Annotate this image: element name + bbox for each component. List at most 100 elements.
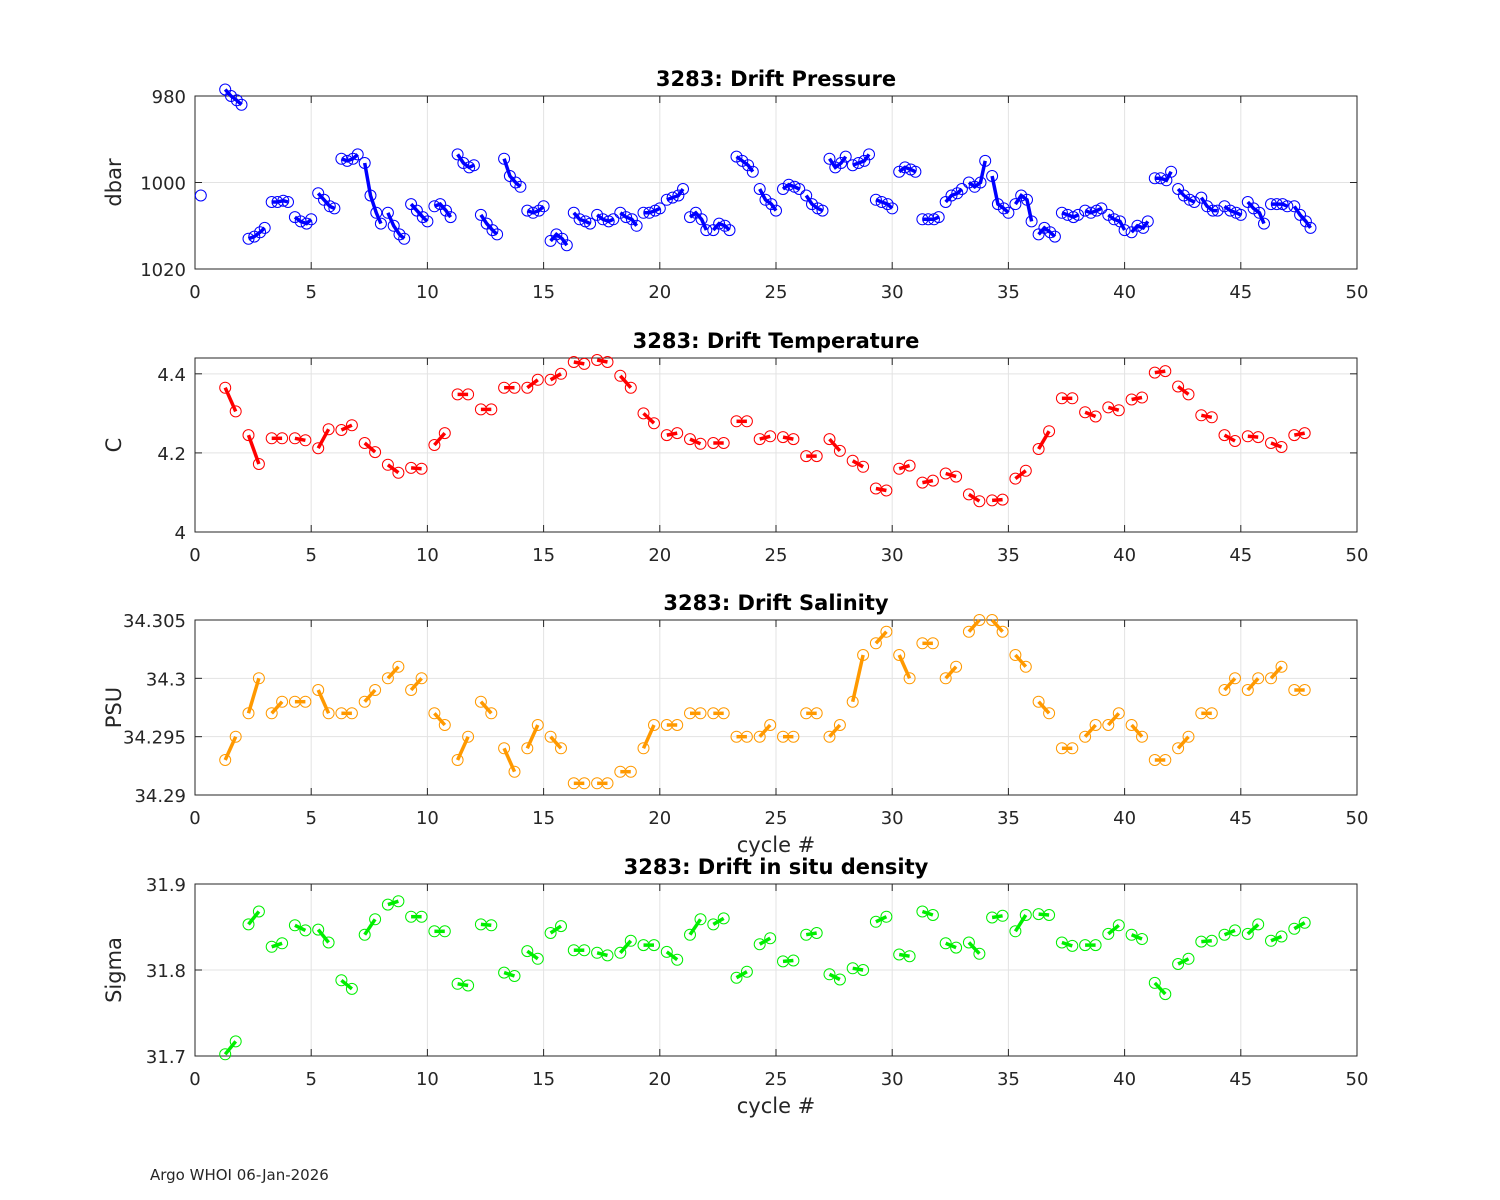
data-point xyxy=(899,161,911,174)
data-point xyxy=(440,204,452,217)
x-tick-label: 20 xyxy=(648,808,671,829)
series-line xyxy=(1083,723,1097,738)
data-point xyxy=(1234,208,1247,221)
data-point xyxy=(869,637,882,650)
data-point xyxy=(671,719,684,731)
data-point xyxy=(242,429,255,442)
x-tick-label: 20 xyxy=(648,282,671,303)
data-point xyxy=(881,198,894,211)
data-point xyxy=(753,183,766,195)
x-tick-label: 45 xyxy=(1229,808,1252,829)
data-point xyxy=(1148,172,1161,185)
data-point xyxy=(421,215,434,228)
data-point xyxy=(1055,392,1068,405)
panel-2: 0 5 10 15 20 25 30 35 40 45 50 4 4.2 4.4 3283: Drift T… xyxy=(102,329,1368,566)
data-point xyxy=(347,152,359,165)
y-tick-label: 34.3 xyxy=(146,669,186,690)
data-point xyxy=(1136,730,1148,743)
data-point xyxy=(578,944,591,957)
data-point xyxy=(601,949,614,962)
data-point xyxy=(521,945,534,958)
data-point xyxy=(254,226,267,239)
data-point xyxy=(1108,213,1121,226)
panel-3: 0 5 10 15 20 25 30 35 40 45 50 34.29 34.295 34.3 34.30… xyxy=(102,591,1368,857)
data-point xyxy=(997,202,1010,215)
x-tick-label: 20 xyxy=(648,545,671,566)
data-point xyxy=(276,695,289,708)
series-line xyxy=(549,232,569,247)
data-point xyxy=(1205,934,1218,947)
data-point xyxy=(537,200,550,213)
series-line xyxy=(1061,211,1079,220)
data-point xyxy=(265,940,278,953)
data-point xyxy=(345,707,358,720)
data-point xyxy=(381,206,394,219)
data-point xyxy=(282,196,294,208)
series-line xyxy=(363,918,377,936)
data-point xyxy=(392,466,405,479)
data-point xyxy=(229,1035,242,1048)
data-point xyxy=(1136,391,1148,404)
data-point xyxy=(462,388,475,401)
data-point xyxy=(903,459,916,472)
data-point xyxy=(498,381,511,394)
data-point xyxy=(1182,730,1195,743)
data-point xyxy=(1241,684,1254,696)
data-point xyxy=(1211,204,1224,217)
data-point xyxy=(531,719,544,731)
data-point xyxy=(299,924,312,937)
series-line xyxy=(1014,653,1028,668)
series-line xyxy=(1130,723,1144,738)
data-point xyxy=(555,742,567,755)
x-tick-label: 35 xyxy=(997,1069,1020,1090)
data-point xyxy=(1159,988,1172,1001)
data-point xyxy=(351,148,364,161)
data-point xyxy=(637,407,650,420)
series-line xyxy=(967,492,981,503)
y-tick-label: 31.8 xyxy=(146,961,186,982)
data-point xyxy=(398,232,411,245)
data-point xyxy=(916,213,929,226)
data-point xyxy=(1275,441,1288,453)
series-line xyxy=(1013,914,1028,933)
data-point xyxy=(1172,380,1185,393)
data-point xyxy=(555,367,567,380)
data-point xyxy=(753,938,766,951)
series-line xyxy=(828,437,842,453)
data-point xyxy=(1061,208,1074,221)
data-point xyxy=(974,176,987,189)
data-point xyxy=(979,154,992,167)
data-point xyxy=(684,433,696,446)
data-point xyxy=(1172,742,1185,755)
panel-4: 0 5 10 15 20 25 30 35 40 45 50 31.7 31.8 31.9 3283: Dr… xyxy=(102,855,1368,1118)
y-tick-label: 34.295 xyxy=(123,728,186,749)
data-point xyxy=(846,454,859,467)
data-point xyxy=(265,707,278,720)
data-point xyxy=(1079,730,1092,743)
series-group xyxy=(194,83,1317,252)
data-point xyxy=(730,415,743,428)
data-point xyxy=(374,217,387,230)
data-point xyxy=(1218,429,1231,442)
data-point xyxy=(1112,404,1125,417)
x-tick-label: 5 xyxy=(305,545,316,566)
data-point xyxy=(823,152,836,165)
data-point xyxy=(833,719,846,731)
data-point xyxy=(1159,754,1172,766)
data-point xyxy=(1137,221,1150,234)
x-tick-label: 40 xyxy=(1113,282,1136,303)
data-point xyxy=(242,707,255,720)
data-point xyxy=(777,730,789,743)
data-point xyxy=(955,183,968,195)
series-group xyxy=(219,354,1311,508)
data-point xyxy=(1252,431,1265,444)
x-tick-label: 10 xyxy=(416,282,439,303)
data-point xyxy=(1241,927,1254,940)
data-point xyxy=(467,159,480,172)
x-tick-label: 0 xyxy=(189,1069,200,1090)
y-axis-label: PSU xyxy=(102,687,126,728)
series-line xyxy=(502,158,522,189)
data-point xyxy=(875,196,888,208)
data-point xyxy=(1159,365,1172,378)
data-point xyxy=(312,923,325,936)
